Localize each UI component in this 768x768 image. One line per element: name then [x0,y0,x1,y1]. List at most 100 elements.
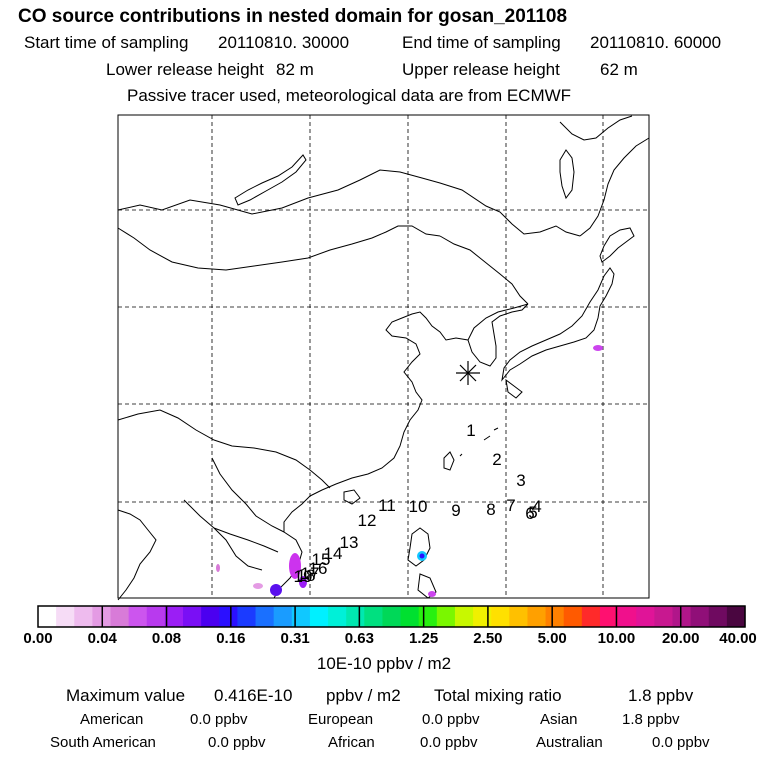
total-mixing-label: Total mixing ratio [434,686,562,705]
max-value-unit: ppbv / m2 [326,686,401,705]
start-time-label: Start time of sampling [24,33,189,52]
region-name: European [308,711,374,728]
colorbar-segment [291,606,311,627]
patch-japan [593,345,603,351]
colorbar-segment [527,606,547,627]
colorbar-unit: 10E-10 ppbv / m2 [316,654,452,673]
colorbar-tick-label: 20.00 [661,630,700,647]
region-name: American [80,711,144,728]
colorbar-tick-label: 0.08 [151,630,182,647]
region-value: 0.0 ppbv [422,711,480,728]
colorbar-segment [400,606,420,627]
patch-indochina-1 [289,553,301,579]
emission-patches [216,345,603,597]
receptor-marker [456,361,480,385]
max-value-label: Maximum value [66,686,186,705]
colorbar-tick-label: 1.25 [409,630,439,647]
trajectory-label: 11 [378,496,396,515]
colorbar-segment [219,606,239,627]
region-name: African [328,734,375,751]
lower-height-value: 82 m [276,60,314,79]
colorbar-segment [563,606,583,627]
chart-title: CO source contributions in nested domain… [18,6,568,27]
patch-indochina-4 [253,583,263,589]
colorbar-tick-label: 0.16 [216,630,246,647]
colorbar-segment [654,606,674,627]
colorbar-segment [364,606,384,627]
colorbar-segment [418,606,438,627]
colorbar-tick-label: 0.63 [344,630,374,647]
start-time-value: 20110810. 30000 [218,33,350,52]
colorbar-frame [37,605,746,628]
trajectory-label: 17 [301,564,320,583]
trajectory-label: 2 [492,450,501,469]
map-frame [117,114,650,599]
colorbar-segment [273,606,293,627]
colorbar-segment [74,606,93,627]
colorbar-segment [618,606,637,627]
colorbar-segment [237,606,257,627]
colorbar-segment [545,606,565,627]
patch-luzon-2 [419,553,425,559]
colorbar-segment [672,606,692,627]
upper-height-value: 62 m [600,60,638,79]
colorbar-segment [164,606,184,627]
graticule [118,115,649,598]
patch-indochina-5 [216,564,220,572]
patch-luzon-3 [428,591,436,597]
colorbar-segment [38,606,57,627]
colorbar-tick-label: 0.31 [280,630,310,647]
trajectory-label: 19 [294,567,313,586]
region-name: Asian [540,711,578,728]
lower-height-label: Lower release height [106,60,264,79]
colorbar-tick-label: 0.04 [87,630,117,647]
colorbar-segment [110,606,130,627]
colorbar-segment [146,606,166,627]
total-mixing-value: 1.8 ppbv [628,686,694,705]
region-value: 1.8 ppbv [622,711,680,728]
colorbar-segment [255,606,275,627]
colorbar-segment [636,606,655,627]
colorbar-segment [599,606,619,627]
colorbar-segment [473,606,492,627]
trajectory-label: 10 [409,497,428,516]
coastlines [117,115,650,601]
end-time-value: 20110810. 60000 [590,33,722,52]
upper-height-label: Upper release height [402,60,560,79]
end-time-label: End time of sampling [402,33,561,52]
colorbar-segment [128,606,148,627]
trajectory-label: 7 [506,496,515,515]
trajectory-label: 12 [358,511,377,530]
trajectory-label: 18 [297,566,316,585]
colorbar-segment [690,606,710,627]
colorbar-segment [491,606,510,627]
colorbar-tick-label: 0.00 [23,630,53,647]
colorbar-segment [581,606,601,627]
trajectory-label: 9 [451,501,460,520]
trajectory-label: 3 [516,471,525,490]
tracer-note: Passive tracer used, meteorological data… [127,86,572,105]
colorbar-segment [436,606,456,627]
trajectory-label: 16 [309,559,328,578]
colorbar-segment [346,606,365,627]
trajectory-label: 8 [486,500,495,519]
trajectory-label: 6 [525,504,534,523]
trajectory-label: 13 [340,533,359,552]
colorbar-dividers [101,606,682,627]
colorbar-segment [708,606,728,627]
patch-indochina-3 [270,584,282,596]
colorbar-tick-label: 10.00 [597,630,636,647]
colorbar-segment [56,606,75,627]
colorbar-segment [309,606,329,627]
trajectory-label: 15 [312,550,331,569]
region-value: 0.0 ppbv [208,734,266,751]
trajectory-label: 1 [466,421,475,440]
trajectory-label: 5 [528,503,537,522]
region-value: 0.0 ppbv [420,734,478,751]
colorbar-tick-label: 40.00 [719,630,757,647]
max-value: 0.416E-10 [214,686,293,705]
colorbar-segment [726,606,746,627]
colorbar [37,605,746,628]
